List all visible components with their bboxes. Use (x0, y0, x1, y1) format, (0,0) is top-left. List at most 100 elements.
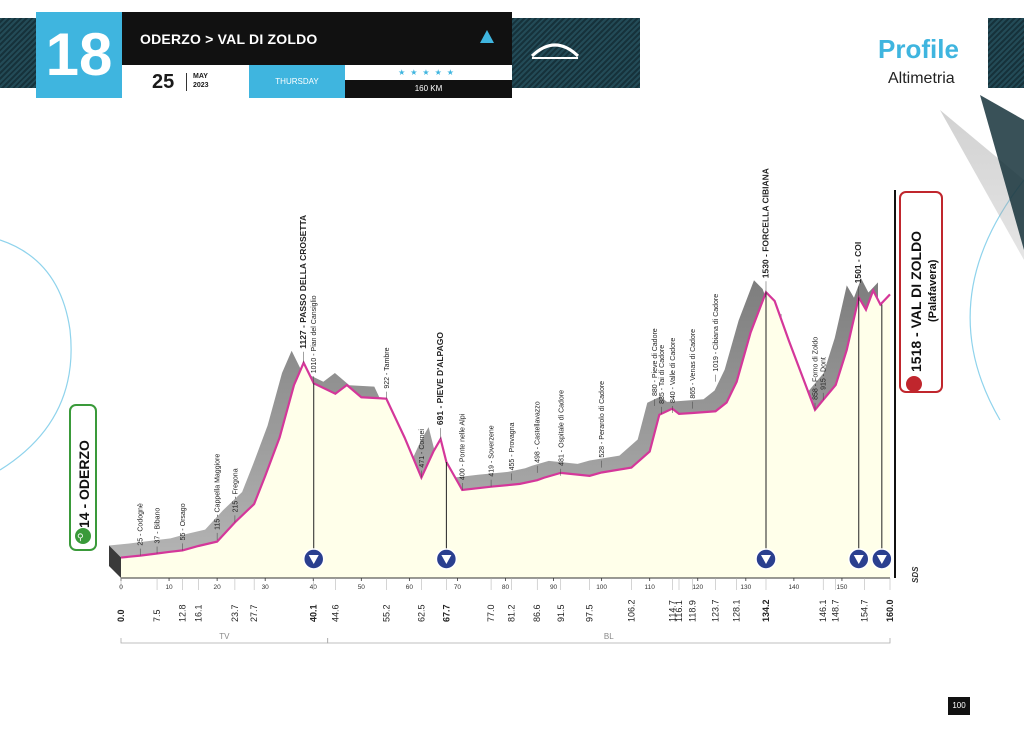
finish-label: 1518 - VAL DI ZOLDO (908, 231, 924, 372)
start-label: 14 - ODERZO (76, 440, 92, 528)
date-month-year: MAY 2023 (193, 72, 209, 90)
km-label-3: 16.1 (193, 604, 203, 622)
place-label-3: 115 - Cappella Maggiore (215, 454, 222, 530)
stage-distance: 160 KM (345, 80, 512, 98)
place-label-4: 215 - Fregona (232, 468, 239, 512)
km-marker-arrow-2 (760, 555, 771, 564)
start-bike-icon (75, 528, 91, 544)
km-label-12: 81.2 (506, 604, 516, 622)
x-tick-label-130: 130 (740, 584, 751, 591)
place-label-2: 55 - Orsago (180, 503, 187, 540)
km-marker-arrow-1 (441, 555, 452, 564)
stage-title-bar: ODERZO > VAL DI ZOLDO (122, 12, 512, 65)
place-label-5: 1010 - Pian del Cansiglio (311, 295, 318, 373)
date-day: 25 (152, 71, 175, 93)
x-tick-label-100: 100 (596, 584, 607, 591)
province-bracket-1 (327, 638, 891, 644)
summit-label-2: 1530 - FORCELLA CIBIANA (760, 168, 770, 278)
decor-dark-wedge (980, 95, 1024, 250)
km-label-0: 0.0 (116, 609, 126, 622)
place-label-6: 922 - Tambre (384, 347, 391, 388)
place-label-12: 481 - Ospitale di Cadore (558, 390, 565, 466)
hill-icon (530, 43, 580, 59)
x-tick-label-20: 20 (214, 584, 222, 591)
km-marker-arrow-3 (853, 555, 864, 564)
place-label-14: 880 - Pieve di Cadore (652, 328, 659, 396)
km-label-11: 77.0 (486, 604, 496, 622)
x-tick-label-80: 80 (502, 584, 510, 591)
place-label-20: 915 - Dont (821, 357, 828, 390)
x-tick-label-40: 40 (310, 584, 318, 591)
x-tick-label-10: 10 (165, 584, 173, 591)
km-label-18: 116.1 (674, 600, 684, 622)
place-label-8: 400 - Ponte nelle Alpi (460, 413, 467, 480)
header-pattern-band-right (988, 18, 1024, 88)
x-tick-label-90: 90 (550, 584, 558, 591)
profile-label: Profile (878, 34, 959, 64)
credit-label: SDS (911, 566, 920, 583)
km-label-5: 27.7 (249, 604, 259, 622)
stage-number: 18 (36, 12, 122, 98)
km-label-8: 55.2 (381, 604, 391, 622)
km-label-6: 40.1 (309, 604, 319, 622)
profile-start-edge (109, 545, 121, 578)
km-label-20: 123.7 (711, 599, 721, 622)
place-label-1: 37 - Bibano (155, 508, 162, 544)
province-label-1: BL (604, 632, 614, 641)
km-label-15: 97.5 (585, 604, 595, 622)
place-label-17: 865 - Venas di Cadore (690, 329, 697, 399)
profile-area (121, 290, 890, 578)
finish-bike-icon (906, 376, 922, 392)
difficulty-stars: ★★★★★ (345, 65, 512, 80)
x-tick-label-70: 70 (454, 584, 462, 591)
km-marker-arrow-0 (308, 555, 319, 564)
page-number: 100 (948, 697, 970, 715)
date-year: 2023 (193, 82, 209, 89)
date-separator (186, 73, 187, 91)
x-tick-label-30: 30 (262, 584, 270, 591)
x-tick-label-50: 50 (358, 584, 366, 591)
weekday-badge: THURSDAY (249, 65, 345, 98)
km-label-13: 86.6 (532, 604, 542, 622)
summit-label-3: 1501 - COI (853, 242, 863, 284)
km-label-19: 118.9 (687, 600, 697, 622)
km-label-2: 12.8 (178, 604, 188, 622)
decor-curve-left (0, 239, 72, 471)
x-tick-label-60: 60 (406, 584, 414, 591)
x-tick-label-120: 120 (692, 584, 703, 591)
km-label-25: 154.7 (860, 599, 870, 622)
place-label-9: 419 - Soverzene (489, 425, 496, 476)
km-label-22: 134.2 (761, 599, 771, 622)
km-label-26: 160.0 (885, 599, 895, 622)
x-tick-label-140: 140 (788, 584, 799, 591)
km-label-14: 91.5 (556, 604, 566, 622)
km-marker-arrow-4 (876, 555, 887, 564)
km-label-21: 128.1 (732, 599, 742, 622)
place-label-13: 528 - Perarolo di Cadore (599, 381, 606, 458)
place-label-0: 25 - Codognè (138, 503, 145, 546)
km-label-16: 106.2 (626, 599, 636, 622)
stage-route: ODERZO > VAL DI ZOLDO (140, 31, 318, 47)
start-label-box (69, 404, 97, 551)
place-label-18: 1019 - Cibiana di Cadore (713, 294, 720, 372)
place-label-19: 858 - Forno di Zoldo (813, 337, 820, 400)
finish-label-box (899, 191, 943, 393)
km-label-7: 44.6 (330, 604, 340, 622)
decor-wedge (940, 110, 1024, 260)
km-label-23: 146.1 (818, 599, 828, 622)
stage-date: 25 MAY 2023 (122, 65, 249, 98)
profile-sublabel: Altimetria (888, 70, 955, 87)
finish-sub-label: (Palafavera) (927, 259, 939, 322)
km-label-24: 148.7 (831, 599, 841, 622)
x-tick-label-150: 150 (837, 584, 848, 591)
summit-label-0: 1127 - PASSO DELLA CROSETTA (298, 215, 308, 349)
province-label-0: TV (219, 632, 230, 641)
date-month: MAY (193, 73, 208, 80)
place-label-7: 471 - Cornei (419, 429, 426, 468)
place-label-11: 498 - Castellavazzo (535, 401, 542, 463)
x-tick-label-110: 110 (645, 584, 656, 591)
place-label-16: 840 - Valle di Cadore (670, 338, 677, 403)
km-label-10: 67.7 (441, 604, 451, 622)
place-label-15: 835 - Tai di Cadore (659, 345, 666, 404)
km-label-17: 114.7 (667, 600, 677, 622)
